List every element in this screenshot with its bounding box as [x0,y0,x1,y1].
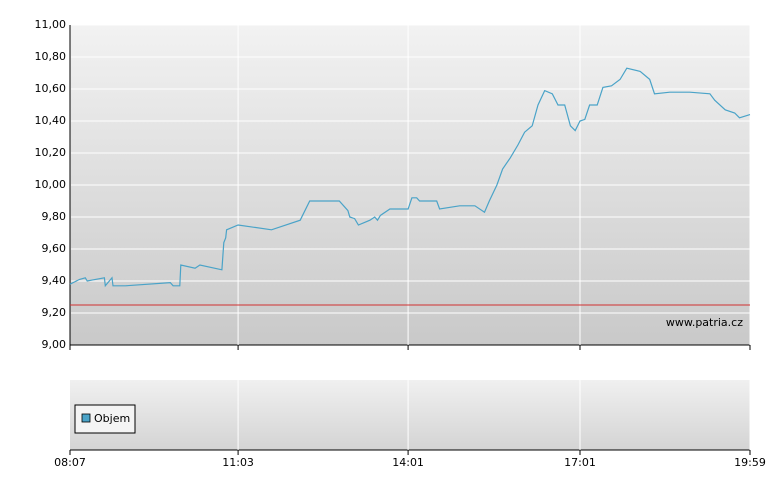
legend-label: Objem [94,412,130,425]
x-tick-label: 08:07 [54,456,86,469]
y-tick-label: 10,40 [35,114,67,127]
y-tick-label: 9,20 [42,306,67,319]
y-tick-label: 10,80 [35,50,67,63]
y-tick-label: 9,00 [42,338,67,351]
watermark: www.patria.cz [666,316,743,329]
x-tick-label: 19:59 [734,456,766,469]
y-tick-label: 9,60 [42,242,67,255]
y-tick-label: 9,40 [42,274,67,287]
y-tick-label: 10,20 [35,146,67,159]
volume-area [70,380,750,450]
y-tick-label: 11,00 [35,18,67,31]
x-tick-label: 14:01 [392,456,424,469]
y-tick-label: 9,80 [42,210,67,223]
y-tick-label: 10,00 [35,178,67,191]
price-line [69,67,751,288]
x-tick-label: 17:01 [564,456,596,469]
x-tick-label: 11:03 [222,456,254,469]
legend-swatch [81,413,91,423]
y-tick-label: 10,60 [35,82,67,95]
